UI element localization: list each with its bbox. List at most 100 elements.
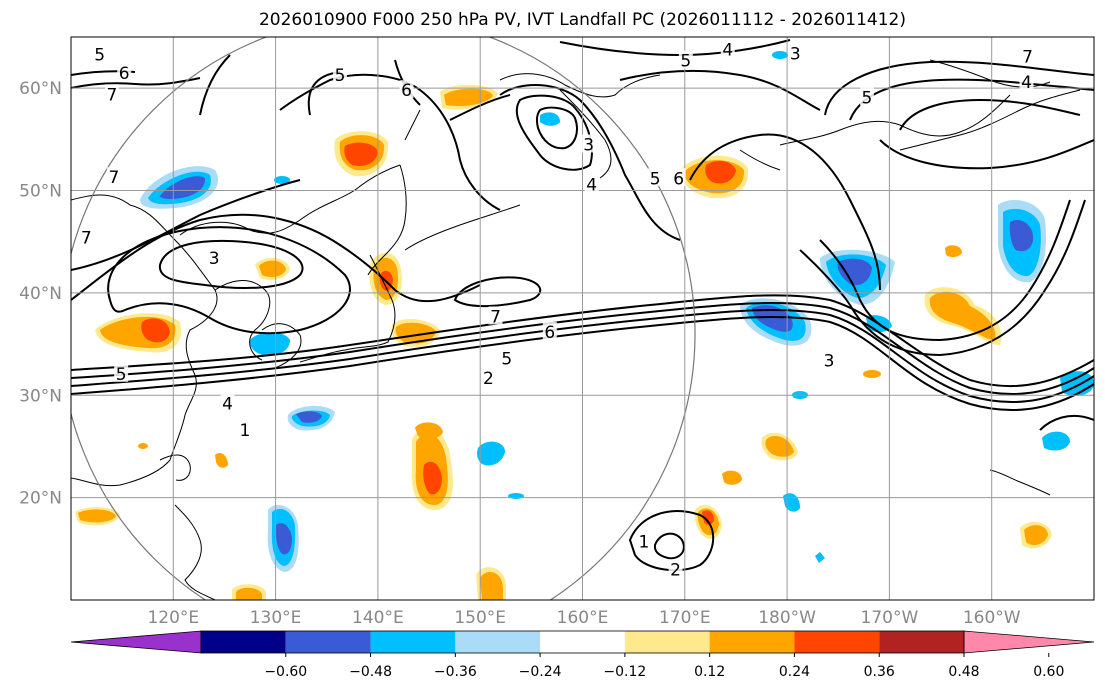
contour-label: 2 <box>483 369 494 389</box>
colorbar-segment <box>624 631 710 653</box>
negative-anomaly-blob <box>267 505 299 572</box>
contour-label: 7 <box>490 307 501 327</box>
colorbar-tick-label: 0.12 <box>694 664 725 680</box>
colorbar-tick-label: 0.60 <box>1033 664 1064 680</box>
contour-label-bg <box>584 174 599 193</box>
contour-label: 7 <box>109 168 120 188</box>
negative-anomaly-blob <box>815 552 825 563</box>
contour-label: 1 <box>239 421 250 441</box>
contour-label: 4 <box>1021 73 1032 93</box>
lat-tick-label: 40°N <box>19 284 62 304</box>
contour-label-bg <box>678 50 693 69</box>
contour-label: 6 <box>544 323 555 343</box>
colorbar-segment <box>879 631 964 653</box>
lon-tick-label: 160°E <box>557 608 609 628</box>
negative-anomaly-blob <box>140 166 219 209</box>
landfall-radius-circle <box>71 37 696 600</box>
contour-label-bg <box>207 248 222 267</box>
lon-tick-label: 180°W <box>758 608 816 628</box>
negative-anomaly-blob <box>540 112 560 126</box>
negative-anomaly-blob <box>477 441 505 466</box>
positive-anomaly-blob <box>1020 521 1052 549</box>
positive-anomaly-blob <box>138 443 148 449</box>
lat-tick-label: 60°N <box>19 79 62 99</box>
colorbar-segment <box>455 631 541 653</box>
positive-anomaly-blob <box>722 470 742 485</box>
colorbar-segment <box>201 631 286 653</box>
positive-anomaly-blob <box>476 567 506 600</box>
contour-label: 5 <box>94 45 105 65</box>
colorbar-segment <box>794 631 880 653</box>
pv-anomaly-shading <box>75 51 1094 600</box>
contour-label-bg <box>481 367 496 386</box>
contour-label-bg <box>333 64 348 83</box>
lon-tick-label: 170°W <box>861 608 919 628</box>
contour-label-bg <box>499 348 514 367</box>
contour-label-bg <box>581 134 596 153</box>
contour-label: 5 <box>680 52 691 72</box>
positive-anomaly-blob <box>945 245 962 258</box>
contour-label: 1 <box>638 533 649 553</box>
negative-anomaly-blob <box>274 176 290 184</box>
contour-label-bg <box>79 227 94 246</box>
lat-tick-label: 30°N <box>19 386 62 406</box>
contour-label-bg <box>788 43 803 62</box>
contour-label: 5 <box>861 88 872 108</box>
lon-tick-label: 140°E <box>352 608 404 628</box>
lon-tick-label: 150°E <box>454 608 506 628</box>
coastlines <box>71 59 1081 600</box>
lat-lon-gridlines <box>71 37 1094 600</box>
contour-label-bg <box>399 80 414 99</box>
longitude-tick-labels: 120°E 130°E 140°E 150°E 160°E 170°E 180°W 170°W… <box>147 608 1020 628</box>
negative-anomaly-blob <box>820 249 895 305</box>
positive-anomaly-blob <box>75 507 120 526</box>
positive-anomaly-blob <box>863 370 881 378</box>
contour-label-bg <box>114 363 129 382</box>
contour-label: 3 <box>583 135 594 155</box>
contour-label: 4 <box>722 40 733 60</box>
colorbar-segment <box>285 631 371 653</box>
contour-label: 4 <box>586 175 597 195</box>
lat-tick-label: 20°N <box>19 489 62 509</box>
contour-label-bg <box>822 350 837 369</box>
colorbar-segment <box>540 631 625 653</box>
positive-anomaly-blob <box>334 131 389 177</box>
negative-anomaly-blob <box>772 51 788 59</box>
map-frame <box>70 36 1095 601</box>
negative-anomaly-blob <box>287 405 335 431</box>
colorbar-outline <box>200 630 965 654</box>
contour-label: 3 <box>824 351 835 371</box>
contour-label: 4 <box>222 394 233 414</box>
colorbar-extend-high <box>963 630 1095 654</box>
colorbar-segment <box>709 631 795 653</box>
contour-label: 5 <box>501 349 512 369</box>
lon-tick-label: 130°E <box>250 608 302 628</box>
contour-label-bg <box>117 62 132 81</box>
negative-anomaly-blob <box>249 332 290 356</box>
contour-label-bg <box>859 87 874 106</box>
colorbar-tick-label: −0.60 <box>264 664 307 680</box>
contour-label: 5 <box>116 365 127 385</box>
contour-label-bg <box>1019 72 1034 91</box>
lon-tick-label: 170°E <box>659 608 711 628</box>
contour-label-bg <box>720 39 735 58</box>
colorbar-tick-label: −0.36 <box>434 664 477 680</box>
colorbar-tick-label: −0.12 <box>603 664 646 680</box>
contour-label: 7 <box>81 229 92 249</box>
contour-label: 5 <box>650 169 661 189</box>
contour-label-bg <box>488 306 503 325</box>
contour-label-bg <box>636 531 651 550</box>
contour-label-bg <box>92 44 107 63</box>
positive-anomaly-blob <box>232 584 266 600</box>
contour-label-bg <box>648 168 663 187</box>
positive-anomaly-blob <box>761 432 798 461</box>
positive-anomaly-blob <box>411 422 453 511</box>
lon-tick-label: 160°W <box>963 608 1021 628</box>
contour-label-bg <box>104 84 119 103</box>
negative-anomaly-blob <box>783 493 800 512</box>
map-title: 2026010900 F000 250 hPa PV, IVT Landfall… <box>258 10 906 30</box>
positive-anomaly-blob <box>215 453 228 468</box>
colorbar: −0.60 −0.48 −0.36 −0.24 −0.12 0.12 0.24 0.36 0.4… <box>70 630 1095 680</box>
